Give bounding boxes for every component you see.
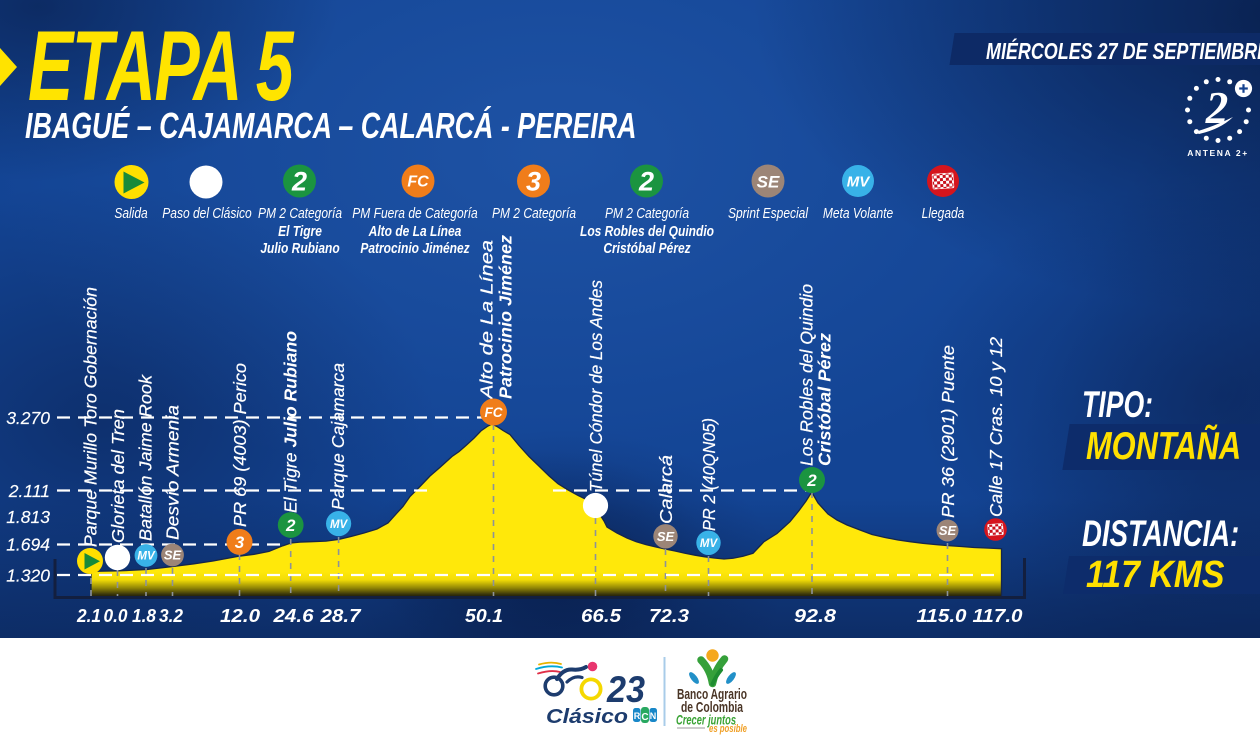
svg-text:2: 2 [638,167,654,197]
svg-text:SE: SE [657,529,675,544]
svg-text:50.1: 50.1 [465,605,503,626]
svg-text:24.6: 24.6 [272,605,314,626]
svg-text:MV: MV [847,174,871,191]
svg-text:Crecer juntos: Crecer juntos [676,712,736,728]
svg-text:Cristóbal Pérez: Cristóbal Pérez [815,333,835,466]
svg-text:Patrocinio Jiménez: Patrocinio Jiménez [496,235,516,399]
svg-text:El Tigre Julio Rubiano: El Tigre Julio Rubiano [281,331,301,513]
svg-text:2: 2 [806,471,817,490]
svg-text:Calarcá: Calarcá [656,455,676,524]
svg-text:117.0: 117.0 [973,605,1024,626]
svg-text:66.5: 66.5 [581,605,622,626]
svg-text:MV: MV [700,538,719,550]
svg-text:N: N [650,711,657,721]
svg-text:1.320: 1.320 [6,566,50,586]
svg-text:FC: FC [485,405,503,420]
svg-text:Banco Agrario: Banco Agrario [677,686,747,703]
svg-text:2.1: 2.1 [76,605,101,626]
svg-text:es posible: es posible [709,723,747,735]
svg-text:ANTENA 2+: ANTENA 2+ [1187,148,1249,158]
svg-text:92.8: 92.8 [794,605,837,626]
svg-text:SE: SE [757,173,780,192]
svg-text:R: R [634,711,641,721]
svg-text:SE: SE [164,548,182,563]
svg-text:MV: MV [137,551,156,563]
svg-text:C: C [641,712,648,723]
svg-text:115.0: 115.0 [917,605,968,626]
svg-text:1.813: 1.813 [6,507,50,527]
svg-text:Parque Cajamarca: Parque Cajamarca [328,363,348,510]
svg-text:3: 3 [526,167,541,197]
svg-text:Parque Murillo Toro Gobernació: Parque Murillo Toro Gobernación [81,287,101,547]
svg-text:3.270: 3.270 [6,408,50,428]
svg-text:2: 2 [1205,83,1229,133]
svg-text:Alto de La Línea: Alto de La Línea [477,240,497,401]
svg-text:Batallón Jaime Rook: Batallón Jaime Rook [136,374,156,541]
svg-text:PR 2 (40QN05): PR 2 (40QN05) [699,418,719,531]
svg-text:Túnel Cóndor de Los Andes: Túnel Cóndor de Los Andes [586,280,606,492]
svg-text:0.0: 0.0 [104,605,129,626]
svg-text:72.3: 72.3 [649,605,690,626]
svg-text:FC: FC [407,174,429,191]
svg-text:SE: SE [939,523,957,538]
svg-text:23: 23 [606,669,645,710]
svg-text:PR 36 (2901) Puente: PR 36 (2901) Puente [938,345,958,518]
svg-text:1.694: 1.694 [6,535,50,555]
svg-text:MV: MV [330,519,349,531]
svg-text:3: 3 [235,533,245,552]
svg-text:12.0: 12.0 [220,605,261,626]
svg-text:Desvío Armenia: Desvío Armenia [163,405,183,540]
svg-text:28.7: 28.7 [319,605,362,626]
svg-text:2: 2 [291,167,307,197]
svg-text:3.2: 3.2 [159,605,184,626]
svg-text:de Colombia: de Colombia [681,699,743,716]
svg-text:2.111: 2.111 [8,481,50,501]
svg-text:1.8: 1.8 [132,605,157,626]
svg-text:Glorieta del Tren: Glorieta del Tren [108,409,128,543]
svg-text:Los Robles del Quindio: Los Robles del Quindio [797,284,817,466]
svg-text:PR 69 (4003) Perico: PR 69 (4003) Perico [230,363,250,527]
svg-text:2: 2 [285,516,296,535]
svg-text:Calle 17 Cras. 10 y 12: Calle 17 Cras. 10 y 12 [986,337,1006,517]
svg-text:Clásico: Clásico [546,706,628,728]
